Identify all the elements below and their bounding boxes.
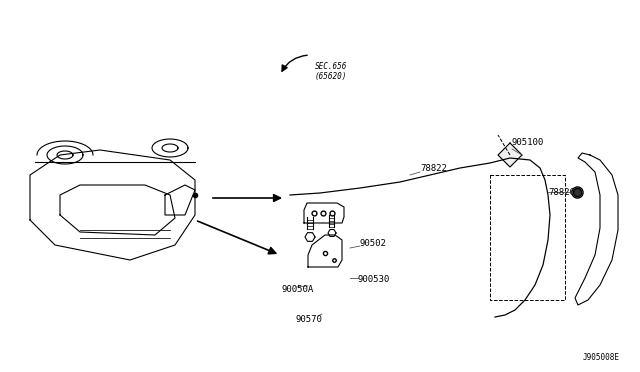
Text: 90570: 90570 xyxy=(296,315,323,324)
Polygon shape xyxy=(498,143,522,167)
Text: 78826: 78826 xyxy=(548,187,575,196)
Text: SEC.656
(65620): SEC.656 (65620) xyxy=(315,62,348,81)
Text: 90050A: 90050A xyxy=(282,285,314,295)
Text: J905008E: J905008E xyxy=(583,353,620,362)
Text: 90502: 90502 xyxy=(360,238,387,247)
Text: 900530: 900530 xyxy=(358,276,390,285)
Text: 78822: 78822 xyxy=(420,164,447,173)
Text: 905100: 905100 xyxy=(512,138,544,147)
